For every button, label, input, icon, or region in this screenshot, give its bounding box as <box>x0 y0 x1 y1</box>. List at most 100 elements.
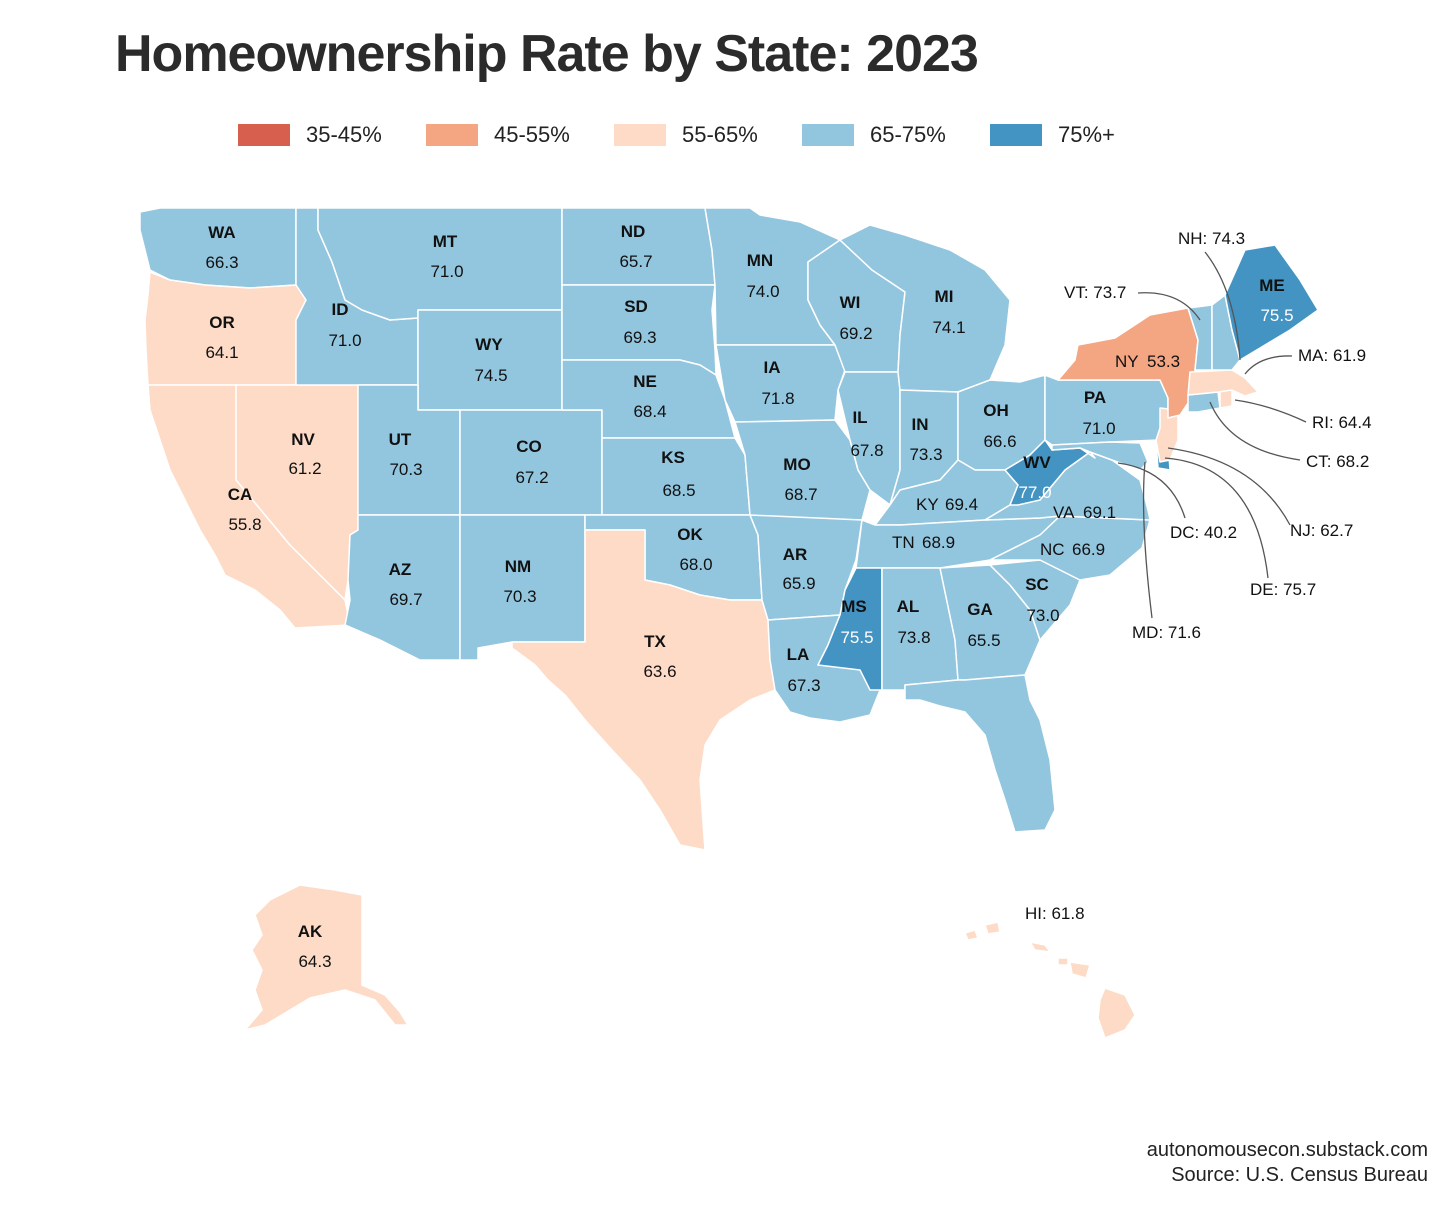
svg-text:OK: OK <box>677 525 703 544</box>
svg-text:UT: UT <box>389 430 412 449</box>
label-id: ID 71.0 <box>328 300 361 350</box>
legend-swatch <box>614 124 666 146</box>
svg-text:WV: WV <box>1023 453 1051 472</box>
svg-text:AR: AR <box>783 545 808 564</box>
state-fl[interactable] <box>904 674 1056 833</box>
callout-md: MD: 71.6 <box>1132 623 1201 642</box>
credit-site: autonomousecon.substack.com <box>1146 1139 1428 1161</box>
svg-text:NY: NY <box>1115 352 1139 371</box>
label-wy: WY 74.5 <box>474 335 507 385</box>
callout-nh: NH: 74.3 <box>1178 229 1245 248</box>
svg-text:CO: CO <box>516 437 542 456</box>
svg-text:LA: LA <box>787 645 810 664</box>
svg-text:AL: AL <box>897 597 920 616</box>
callout-arrow-ri <box>1234 399 1307 423</box>
state-me[interactable] <box>1224 244 1319 361</box>
label-sd: SD 69.3 <box>623 297 656 347</box>
label-me: ME 75.5 <box>1259 276 1293 325</box>
callout-dc: DC: 40.2 <box>1170 523 1237 542</box>
label-ms: MS 75.5 <box>840 597 873 647</box>
label-ca: CA 55.8 <box>228 485 262 534</box>
svg-text:68.0: 68.0 <box>679 555 712 574</box>
label-in: IN 73.3 <box>909 415 942 464</box>
svg-text:NC: NC <box>1040 540 1065 559</box>
state-hi-island-6[interactable] <box>1097 987 1136 1039</box>
state-wy[interactable] <box>417 309 563 411</box>
state-hi-island-4[interactable] <box>1057 957 1069 966</box>
state-wa[interactable] <box>139 207 297 289</box>
state-labels: WA 66.3 OR 64.1 CA 55.8 NV 61.2 ID 71.0 MT 71.… <box>205 222 1293 971</box>
svg-text:WY: WY <box>475 335 503 354</box>
state-ma[interactable] <box>1187 369 1259 397</box>
svg-text:WA: WA <box>208 223 235 242</box>
svg-text:73.3: 73.3 <box>909 445 942 464</box>
svg-text:69.4: 69.4 <box>945 495 978 514</box>
legend-swatch <box>426 124 478 146</box>
state-hi-island-3[interactable] <box>1029 941 1051 953</box>
label-co: CO 67.2 <box>515 437 548 487</box>
svg-text:AK: AK <box>298 922 323 941</box>
label-az: AZ 69.7 <box>389 560 423 609</box>
svg-text:OH: OH <box>983 401 1009 420</box>
label-ak: AK 64.3 <box>298 922 332 971</box>
label-nc: NC 66.9 <box>1040 540 1105 559</box>
state-mo[interactable] <box>734 419 871 521</box>
callout-arrow-nh <box>1204 251 1241 361</box>
svg-text:CA: CA <box>228 485 253 504</box>
label-wa: WA 66.3 <box>205 223 238 272</box>
state-ia[interactable] <box>715 344 846 423</box>
legend-swatch <box>238 124 290 146</box>
svg-text:OR: OR <box>209 313 235 332</box>
svg-text:71.0: 71.0 <box>430 262 463 281</box>
label-mi: MI 74.1 <box>932 287 965 337</box>
state-co[interactable] <box>459 409 603 516</box>
callout-labels: NH: 74.3 VT: 73.7 MA: 61.9 RI: 64.4 CT: … <box>1025 229 1372 923</box>
svg-text:74.1: 74.1 <box>932 318 965 337</box>
svg-text:68.7: 68.7 <box>784 485 817 504</box>
state-ri[interactable] <box>1219 389 1233 409</box>
svg-text:ME: ME <box>1259 276 1285 295</box>
callout-vt: VT: 73.7 <box>1064 283 1126 302</box>
state-nc[interactable] <box>989 515 1151 581</box>
svg-text:NE: NE <box>633 372 657 391</box>
svg-text:SC: SC <box>1025 575 1049 594</box>
state-nd[interactable] <box>561 207 716 286</box>
svg-text:75.5: 75.5 <box>1260 306 1293 325</box>
callout-ct: CT: 68.2 <box>1306 452 1369 471</box>
legend-label: 45-55% <box>494 122 570 147</box>
state-vt[interactable] <box>1187 304 1213 371</box>
callout-arrow-dc <box>1117 462 1186 519</box>
svg-text:GA: GA <box>967 600 993 619</box>
svg-text:KY: KY <box>916 495 939 514</box>
label-tx: TX 63.6 <box>643 632 676 681</box>
label-ky: KY 69.4 <box>916 495 978 514</box>
label-ar: AR 65.9 <box>782 545 815 593</box>
svg-text:67.8: 67.8 <box>850 441 883 460</box>
svg-text:71.8: 71.8 <box>761 389 794 408</box>
svg-text:71.0: 71.0 <box>328 331 361 350</box>
state-hi-island-2[interactable] <box>984 921 1001 935</box>
state-hi-island-5[interactable] <box>1069 961 1091 979</box>
state-hi-island-1[interactable] <box>964 929 979 941</box>
callout-arrow-ma <box>1244 355 1293 375</box>
legend-label: 75%+ <box>1058 122 1115 147</box>
svg-text:65.9: 65.9 <box>782 574 815 593</box>
label-oh: OH 66.6 <box>983 401 1016 451</box>
svg-text:PA: PA <box>1084 388 1106 407</box>
svg-text:68.9: 68.9 <box>922 533 955 552</box>
svg-text:53.3: 53.3 <box>1147 352 1180 371</box>
svg-text:69.3: 69.3 <box>623 328 656 347</box>
label-wi: WI 69.2 <box>839 293 872 343</box>
label-ne: NE 68.4 <box>633 372 666 421</box>
label-pa: PA 71.0 <box>1082 388 1115 438</box>
svg-text:MS: MS <box>841 597 867 616</box>
svg-text:73.8: 73.8 <box>897 628 930 647</box>
label-ga: GA 65.5 <box>967 600 1000 650</box>
svg-text:AZ: AZ <box>389 560 412 579</box>
state-az[interactable] <box>344 514 461 661</box>
state-ak[interactable] <box>244 884 409 1031</box>
label-nv: NV 61.2 <box>288 430 321 478</box>
svg-text:74.5: 74.5 <box>474 366 507 385</box>
state-tx[interactable] <box>511 529 776 851</box>
callout-de: DE: 75.7 <box>1250 580 1316 599</box>
